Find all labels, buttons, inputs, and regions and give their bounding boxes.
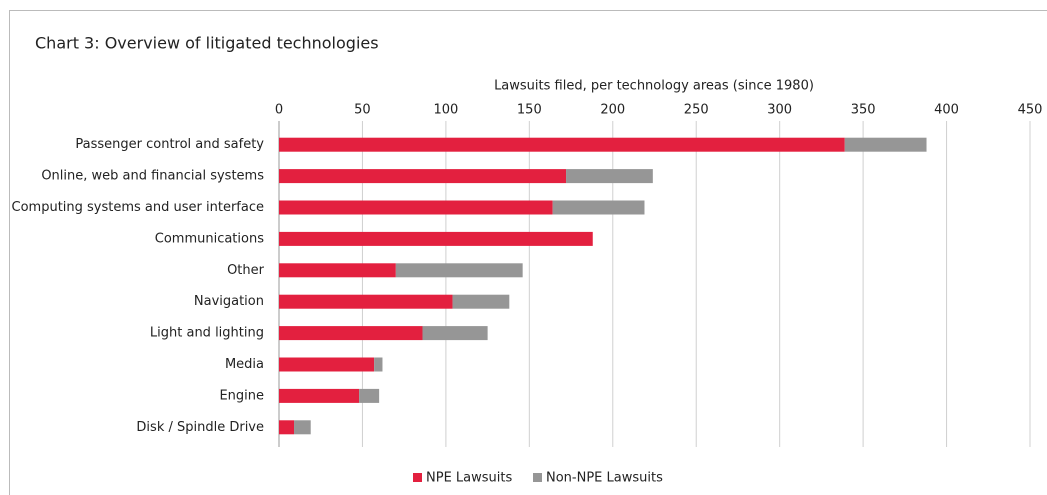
bar: [566, 169, 653, 184]
bar: [279, 420, 295, 435]
bar: [279, 388, 360, 403]
bar: [279, 169, 567, 184]
x-tick-label: 100: [433, 103, 458, 118]
x-tick-label: 0: [275, 103, 283, 118]
y-tick-label: Navigation: [194, 294, 264, 309]
bar: [279, 200, 553, 215]
bar: [395, 263, 523, 278]
bar: [359, 388, 380, 403]
x-tick-label: 50: [354, 103, 371, 118]
x-tick-label: 400: [934, 103, 959, 118]
y-tick-label: Communications: [155, 231, 264, 246]
axis-title: Lawsuits filed, per technology areas (si…: [494, 79, 814, 94]
bar: [294, 420, 311, 435]
bar: [279, 357, 375, 372]
bar: [279, 294, 453, 309]
chart-title: Chart 3: Overview of litigated technolog…: [35, 34, 379, 53]
x-tick-label: 300: [767, 103, 792, 118]
y-tick-label: Online, web and financial systems: [41, 169, 264, 184]
legend-swatch: [533, 473, 542, 482]
legend-label: NPE Lawsuits: [426, 471, 512, 486]
y-tick-label: Media: [225, 357, 264, 372]
bar: [452, 294, 510, 309]
y-tick-label: Computing systems and user interface: [12, 200, 264, 215]
x-tick-label: 150: [517, 103, 542, 118]
x-tick-label: 200: [600, 103, 625, 118]
bar: [374, 357, 383, 372]
y-tick-label: Engine: [219, 388, 264, 403]
legend-swatch: [413, 473, 422, 482]
x-tick-label: 350: [851, 103, 876, 118]
x-tick-label: 450: [1018, 103, 1043, 118]
x-tick-label: 250: [684, 103, 709, 118]
y-tick-label: Other: [227, 263, 265, 278]
bar: [844, 137, 927, 152]
bar: [279, 137, 845, 152]
bar: [279, 263, 396, 278]
legend-label: Non-NPE Lawsuits: [546, 471, 663, 486]
y-tick-label: Light and lighting: [150, 326, 264, 341]
bar: [552, 200, 645, 215]
y-tick-label: Passenger control and safety: [75, 137, 264, 152]
bar: [422, 326, 488, 341]
y-tick-label: Disk / Spindle Drive: [136, 420, 264, 435]
bar: [279, 326, 423, 341]
bar: [279, 231, 593, 246]
frame: [9, 10, 1047, 495]
